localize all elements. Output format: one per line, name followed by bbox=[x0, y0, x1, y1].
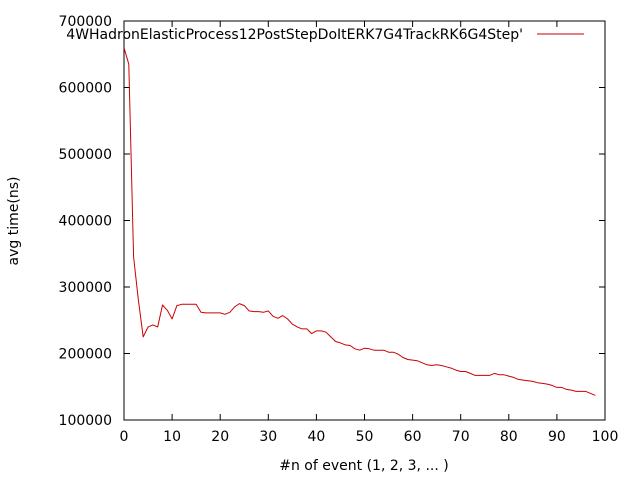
x-tick-label: 60 bbox=[404, 429, 422, 445]
axis-ticks bbox=[123, 20, 606, 421]
y-tick-label: 100000 bbox=[59, 413, 112, 429]
x-tick-label: 10 bbox=[163, 429, 181, 445]
y-tick-label: 200000 bbox=[59, 347, 112, 363]
y-tick-label: 600000 bbox=[59, 81, 112, 97]
y-axis-label: avg time(ns) bbox=[6, 177, 22, 266]
x-tick-label: 80 bbox=[500, 429, 518, 445]
x-tick-label: 0 bbox=[120, 429, 129, 445]
y-tick-label: 300000 bbox=[59, 280, 112, 296]
plot-frame bbox=[123, 20, 606, 421]
x-tick-label: 90 bbox=[548, 429, 566, 445]
x-axis-label: #n of event (1, 2, 3, ... ) bbox=[279, 458, 448, 474]
y-tick-labels: 100000 200000 300000 400000 500000 600000 7000… bbox=[59, 14, 112, 429]
x-tick-label: 30 bbox=[259, 429, 277, 445]
series-line bbox=[123, 47, 596, 396]
x-tick-label: 70 bbox=[452, 429, 470, 445]
x-tick-label: 40 bbox=[307, 429, 325, 445]
x-tick-labels: 0 10 20 30 40 50 60 70 80 90 100 bbox=[120, 429, 619, 445]
series-lines bbox=[123, 47, 596, 396]
legend: 4WHadronElasticProcess12PostStepDoItERK7… bbox=[66, 27, 584, 43]
x-tick-label: 100 bbox=[592, 429, 619, 445]
x-tick-label: 50 bbox=[356, 429, 374, 445]
y-tick-label: 700000 bbox=[59, 14, 112, 30]
y-tick-label: 400000 bbox=[59, 214, 112, 230]
legend-entry-label: 4WHadronElasticProcess12PostStepDoItERK7… bbox=[66, 27, 523, 43]
x-tick-label: 20 bbox=[211, 429, 229, 445]
y-tick-label: 500000 bbox=[59, 147, 112, 163]
